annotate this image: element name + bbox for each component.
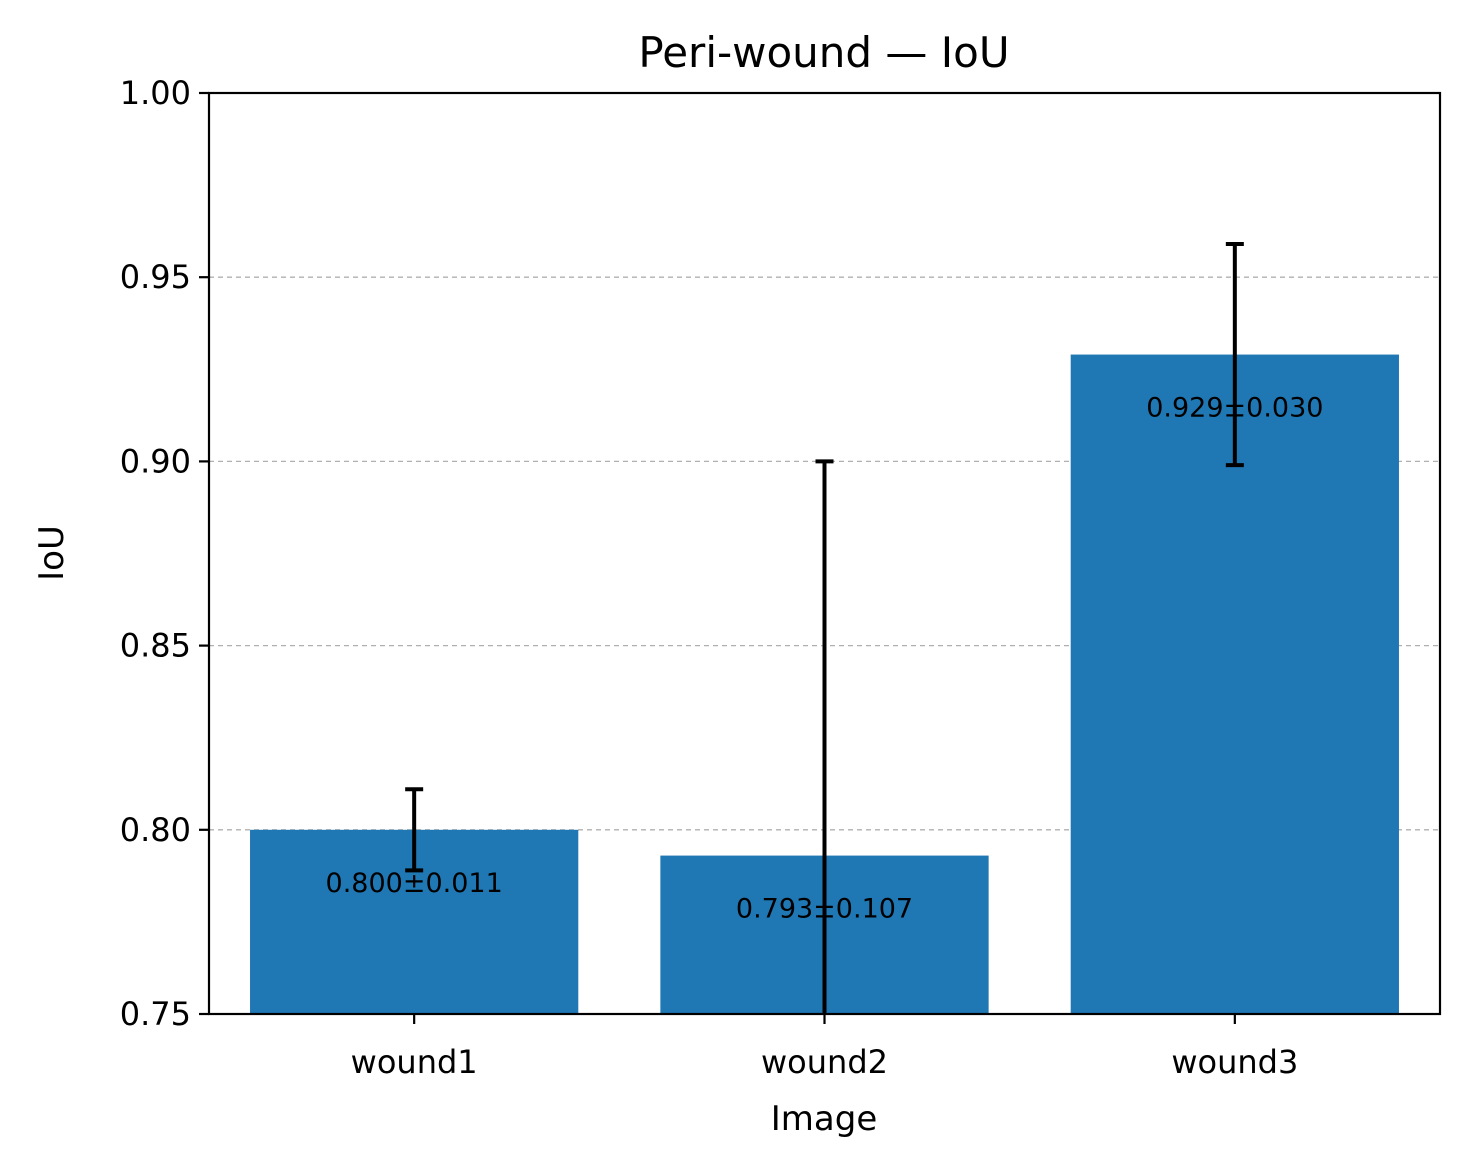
x-tick-label: wound2 — [761, 1043, 888, 1081]
error-bars — [405, 242, 1244, 1014]
x-tick-label: wound3 — [1171, 1043, 1298, 1081]
data-labels: 0.800±0.011 0.793±0.107 0.929±0.030 — [326, 393, 1324, 925]
x-axis-ticks: wound1 wound2 wound3 — [351, 1014, 1298, 1081]
y-tick-label: 1.00 — [120, 74, 191, 112]
y-tick-label: 0.90 — [120, 442, 191, 480]
chart-title: Peri-wound — IoU — [638, 28, 1009, 77]
y-tick-label: 0.80 — [120, 811, 191, 849]
data-label: 0.929±0.030 — [1146, 393, 1323, 424]
y-tick-label: 0.75 — [120, 995, 191, 1033]
y-axis-ticks: 0.75 0.80 0.85 0.90 0.95 1.00 — [120, 74, 209, 1033]
x-tick-label: wound1 — [351, 1043, 478, 1081]
data-label: 0.800±0.011 — [326, 868, 503, 899]
data-label: 0.793±0.107 — [736, 894, 913, 925]
x-axis-label: Image — [771, 1099, 877, 1139]
y-axis-label: IoU — [32, 525, 72, 581]
y-tick-label: 0.95 — [120, 258, 191, 296]
y-tick-label: 0.85 — [120, 627, 191, 665]
